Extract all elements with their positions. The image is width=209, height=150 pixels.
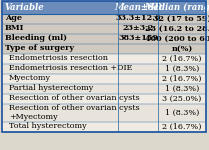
Bar xyxy=(2,54,206,63)
Text: 2 (16.7%): 2 (16.7%) xyxy=(162,123,202,130)
Text: Bleeding (ml): Bleeding (ml) xyxy=(5,34,67,42)
Bar xyxy=(2,63,206,74)
Text: Myectomy: Myectomy xyxy=(9,75,51,82)
Text: 32 (17 to 59): 32 (17 to 59) xyxy=(153,15,209,22)
Text: 2 (16.7%): 2 (16.7%) xyxy=(162,75,202,82)
Text: Age: Age xyxy=(5,15,22,22)
Text: 2 (16.7%): 2 (16.7%) xyxy=(162,54,202,63)
Bar xyxy=(2,1,206,14)
Text: Median (range): Median (range) xyxy=(144,3,209,12)
Text: Resection of other ovarian cysts: Resection of other ovarian cysts xyxy=(9,94,140,102)
Text: Total hysterectomy: Total hysterectomy xyxy=(9,123,87,130)
Text: Type of surgery: Type of surgery xyxy=(5,45,74,52)
Text: 383±159: 383±159 xyxy=(118,34,158,42)
Text: BMI: BMI xyxy=(5,24,24,33)
Text: 1 (8.3%): 1 (8.3%) xyxy=(165,64,199,72)
Bar xyxy=(2,122,206,132)
Text: 1 (8.3%): 1 (8.3%) xyxy=(165,108,199,117)
Bar xyxy=(2,103,206,122)
Text: Endometriosis resection: Endometriosis resection xyxy=(9,54,108,63)
Text: Variable: Variable xyxy=(5,3,45,12)
Bar xyxy=(2,14,206,24)
Text: n(%): n(%) xyxy=(171,45,193,52)
Text: Resection of other ovarian cysts: Resection of other ovarian cysts xyxy=(9,104,140,112)
Text: +Myectomy: +Myectomy xyxy=(9,113,58,121)
Text: 400 (200 to 600): 400 (200 to 600) xyxy=(145,34,209,42)
Text: Partial hysterectomy: Partial hysterectomy xyxy=(9,84,93,93)
Text: 33.3±12.6: 33.3±12.6 xyxy=(115,15,161,22)
Text: Mean±SD: Mean±SD xyxy=(114,3,162,12)
Bar xyxy=(2,44,206,54)
Bar xyxy=(2,24,206,33)
Text: 3 (25.0%): 3 (25.0%) xyxy=(162,94,202,102)
Text: Endometriosis resection +DIE: Endometriosis resection +DIE xyxy=(9,64,132,72)
Bar xyxy=(2,93,206,104)
Bar xyxy=(2,1,206,132)
Bar xyxy=(2,74,206,84)
Text: 23 (16.2 to 28.2): 23 (16.2 to 28.2) xyxy=(145,24,209,33)
Text: 1 (8.3%): 1 (8.3%) xyxy=(165,84,199,93)
Bar xyxy=(2,33,206,44)
Text: 23±3.2: 23±3.2 xyxy=(122,24,154,33)
Bar xyxy=(2,84,206,93)
